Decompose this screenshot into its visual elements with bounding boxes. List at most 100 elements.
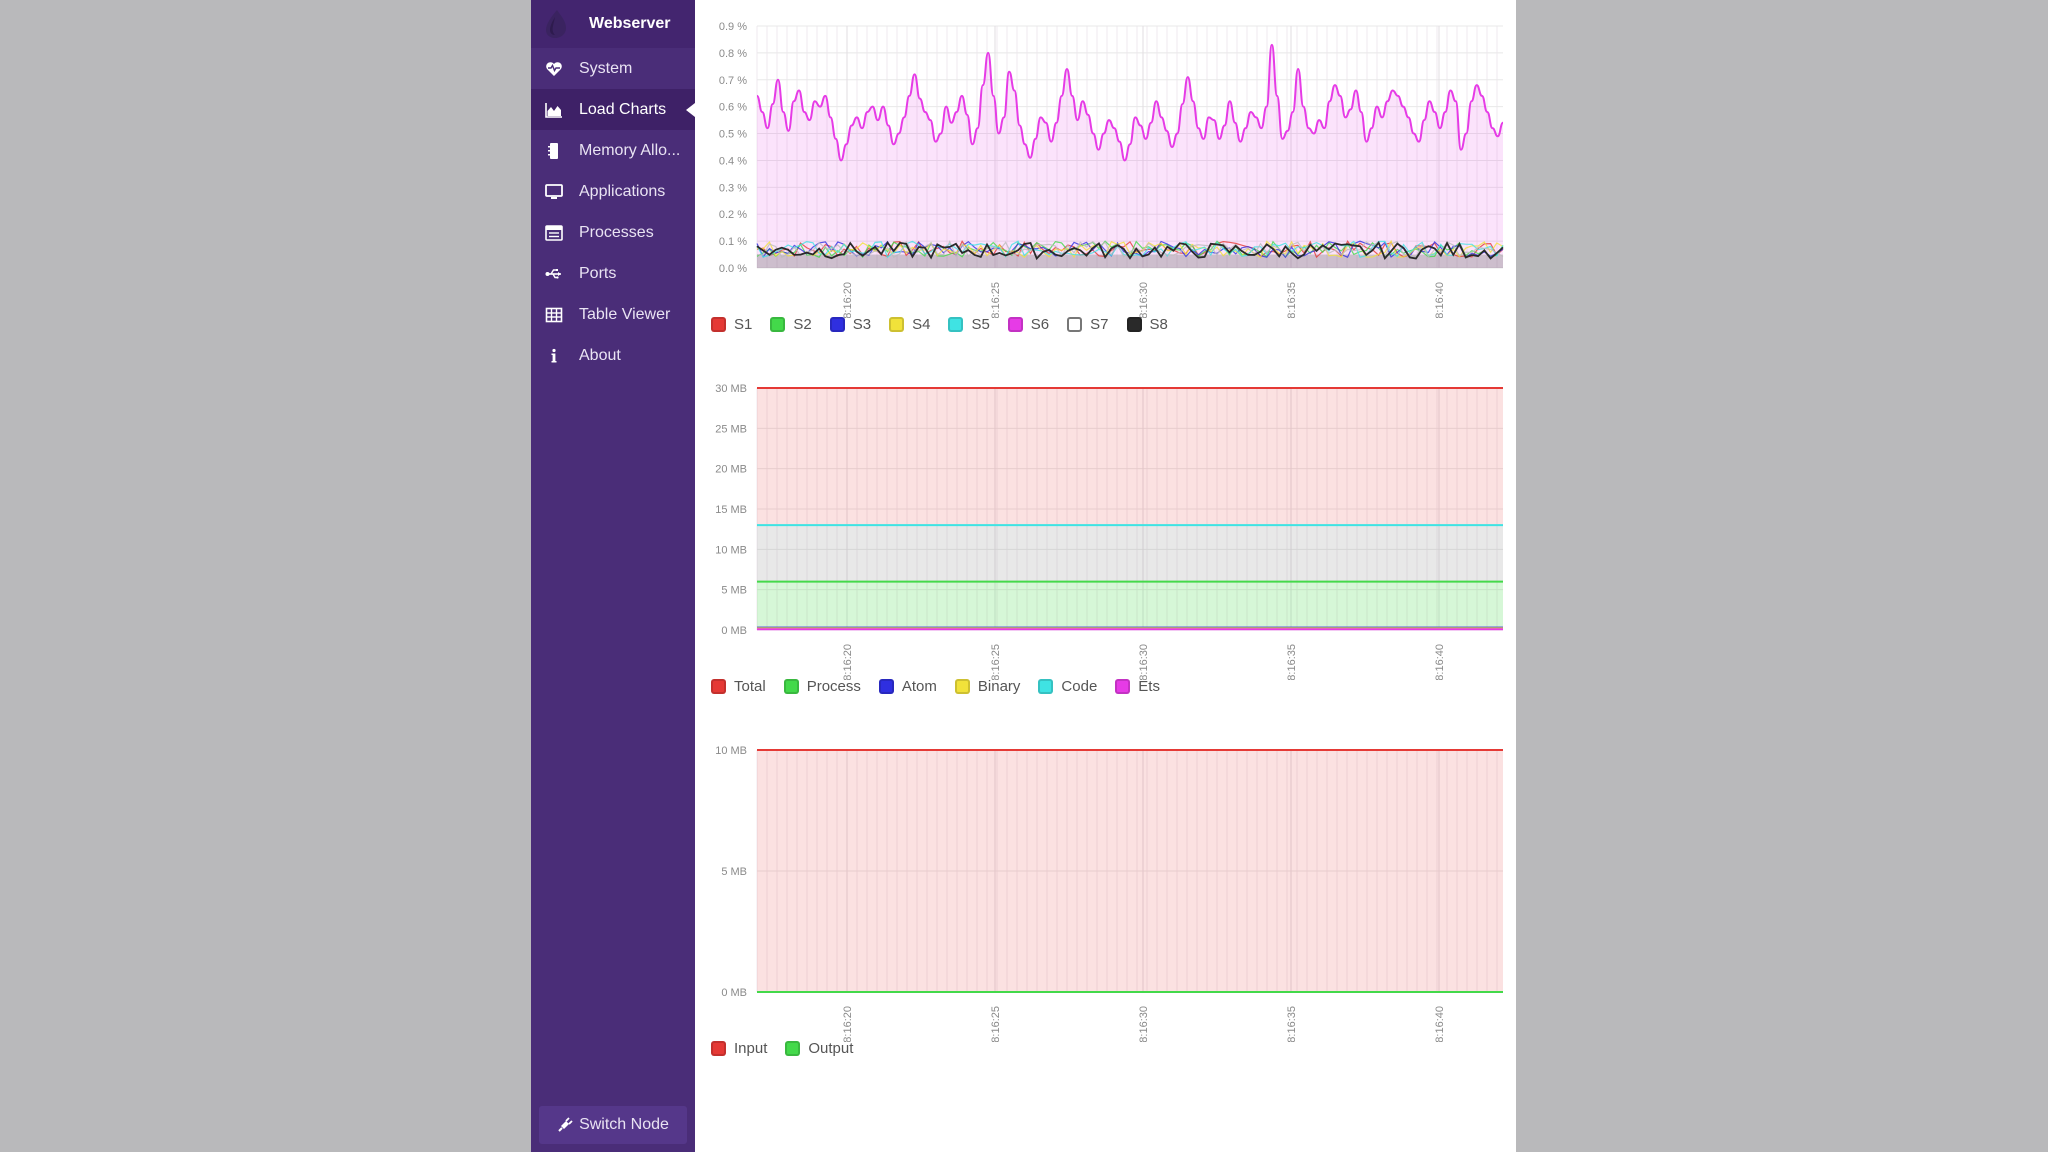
legend-item-s1[interactable]: S1 xyxy=(711,316,752,333)
area-chart-icon xyxy=(545,101,563,119)
legend-item-input[interactable]: Input xyxy=(711,1040,767,1057)
y-tick-label: 0.8 % xyxy=(719,48,747,60)
x-tick-label: 18:16:40 xyxy=(1434,1006,1446,1042)
series-area-code xyxy=(757,525,1503,582)
y-tick-label: 10 MB xyxy=(715,544,747,556)
legend-item-s5[interactable]: S5 xyxy=(948,316,990,333)
sidebar-item-system[interactable]: System xyxy=(531,48,695,89)
sidebar-item-label: System xyxy=(579,59,633,77)
chart-plot-area: 0 MB 5 MB 10 MB 18:16:20 18:16:25 18:16:30 18:… xyxy=(715,745,1503,1042)
legend-label: Total xyxy=(734,678,766,695)
info-icon xyxy=(545,347,563,365)
io-chart: 0 MB 5 MB 10 MB 18:16:20 18:16:25 18:16:30 18:… xyxy=(695,724,1516,1074)
monitor-icon xyxy=(545,183,563,201)
sidebar: Webserver System Load Charts Memory Allo… xyxy=(531,0,695,1152)
memory-usage-chart: 0 MB 5 MB 10 MB 15 MB 20 MB 25 MB 30 MB 18:16:2… xyxy=(695,362,1516,712)
y-tick-label: 0.6 % xyxy=(719,102,747,114)
series-area-total xyxy=(757,388,1503,526)
y-tick-label: 20 MB xyxy=(715,464,747,476)
sidebar-item-memory-allocators[interactable]: Memory Allo... xyxy=(531,130,695,171)
app-window: Webserver System Load Charts Memory Allo… xyxy=(531,0,1516,1152)
series-area-input xyxy=(757,750,1503,992)
x-tick-label: 18:16:30 xyxy=(1138,1006,1150,1042)
legend-swatch xyxy=(1007,317,1023,332)
x-tick-label: 18:16:40 xyxy=(1434,282,1446,318)
legend-item-s2[interactable]: S2 xyxy=(770,316,812,333)
scheduler-utilization-chart: 0.0 % 0.1 % 0.2 % 0.3 % 0.4 % 0.5 % 0.6 % 0.7 %… xyxy=(695,0,1516,350)
chart-plot-area: 0.0 % 0.1 % 0.2 % 0.3 % 0.4 % 0.5 % 0.6 % 0.7 %… xyxy=(719,21,1504,318)
legend-item-ets[interactable]: Ets xyxy=(1115,678,1160,695)
sidebar-item-load-charts[interactable]: Load Charts xyxy=(531,89,695,130)
sidebar-item-applications[interactable]: Applications xyxy=(531,171,695,212)
legend-item-total[interactable]: Total xyxy=(711,678,766,695)
sidebar-nav: System Load Charts Memory Allo... Applic… xyxy=(531,48,695,376)
y-tick-label: 15 MB xyxy=(715,504,747,516)
usb-icon xyxy=(545,265,563,283)
y-tick-label: 10 MB xyxy=(715,745,747,757)
legend-swatch xyxy=(954,679,970,694)
sidebar-item-label: Processes xyxy=(579,223,654,241)
x-tick-label: 18:16:30 xyxy=(1138,282,1150,318)
chart-legend: Input Output xyxy=(711,1040,871,1057)
heart-pulse-icon xyxy=(545,60,563,78)
tasks-icon xyxy=(545,224,563,242)
legend-item-s6[interactable]: S6 xyxy=(1007,316,1049,333)
x-tick-label: 18:16:35 xyxy=(1286,1006,1298,1042)
legend-label: Binary xyxy=(977,678,1021,695)
y-tick-label: 30 MB xyxy=(715,383,747,395)
sidebar-item-about[interactable]: About xyxy=(531,335,695,376)
y-tick-label: 5 MB xyxy=(721,585,747,597)
sidebar-item-processes[interactable]: Processes xyxy=(531,212,695,253)
y-tick-label: 0.0 % xyxy=(719,263,747,275)
memory-icon xyxy=(545,142,563,160)
legend-label: Input xyxy=(734,1040,768,1057)
sidebar-item-label: Memory Allo... xyxy=(579,141,681,159)
legend-item-s4[interactable]: S4 xyxy=(889,316,930,333)
legend-swatch xyxy=(711,317,726,332)
legend-label: S5 xyxy=(971,316,990,333)
switch-node-label: Switch Node xyxy=(579,1116,669,1133)
sidebar-item-label: Applications xyxy=(579,182,666,200)
sidebar-item-table-viewer[interactable]: Table Viewer xyxy=(531,294,695,335)
x-tick-label: 18:16:35 xyxy=(1286,282,1298,318)
series-line-s4 xyxy=(756,239,1504,259)
y-tick-label: 0.2 % xyxy=(719,209,747,221)
legend-label: S2 xyxy=(793,316,812,333)
sidebar-item-label: Table Viewer xyxy=(579,305,671,323)
legend-swatch xyxy=(1067,317,1083,332)
y-tick-label: 0.7 % xyxy=(719,75,747,87)
legend-label: S1 xyxy=(734,316,753,333)
legend-label: Code xyxy=(1061,678,1098,695)
legend-label: S4 xyxy=(912,316,931,333)
legend-item-code[interactable]: Code xyxy=(1038,678,1097,695)
legend-item-process[interactable]: Process xyxy=(783,678,861,695)
x-tick-label: 18:16:20 xyxy=(842,282,854,318)
switch-node-button[interactable]: Switch Node xyxy=(539,1106,687,1144)
load-charts-page: 0.0 % 0.1 % 0.2 % 0.3 % 0.4 % 0.5 % 0.6 % 0.7 %… xyxy=(695,0,1516,1152)
legend-item-s8[interactable]: S8 xyxy=(1126,316,1168,333)
legend-item-s3[interactable]: S3 xyxy=(829,316,871,333)
x-tick-label: 18:16:25 xyxy=(990,644,1002,680)
legend-item-binary[interactable]: Binary xyxy=(954,678,1021,695)
x-tick-label: 18:16:25 xyxy=(990,1006,1002,1042)
sidebar-header[interactable]: Webserver xyxy=(531,0,695,48)
sidebar-item-label: About xyxy=(579,346,621,364)
elixir-drop-icon xyxy=(543,9,569,39)
sidebar-item-ports[interactable]: Ports xyxy=(531,253,695,294)
app-title: Webserver xyxy=(589,15,671,32)
y-tick-label: 0.5 % xyxy=(719,129,747,141)
x-tick-label: 18:16:20 xyxy=(842,644,854,680)
x-tick-label: 18:16:30 xyxy=(1138,644,1150,680)
legend-item-atom[interactable]: Atom xyxy=(878,678,937,695)
legend-label: S7 xyxy=(1090,316,1109,333)
chart-legend: S1 S2 S3 S4 S5 S6 S7 S8 xyxy=(711,316,1186,333)
y-tick-label: 0.3 % xyxy=(719,182,747,194)
chart-plot-area: 0 MB 5 MB 10 MB 15 MB 20 MB 25 MB 30 MB 18:16:2… xyxy=(715,383,1503,680)
legend-swatch xyxy=(878,679,894,694)
y-tick-label: 25 MB xyxy=(715,423,747,435)
x-tick-label: 18:16:25 xyxy=(990,282,1002,318)
legend-label: Process xyxy=(806,678,861,695)
legend-item-output[interactable]: Output xyxy=(785,1040,853,1057)
sidebar-item-label: Load Charts xyxy=(579,100,667,118)
legend-item-s7[interactable]: S7 xyxy=(1067,316,1109,333)
